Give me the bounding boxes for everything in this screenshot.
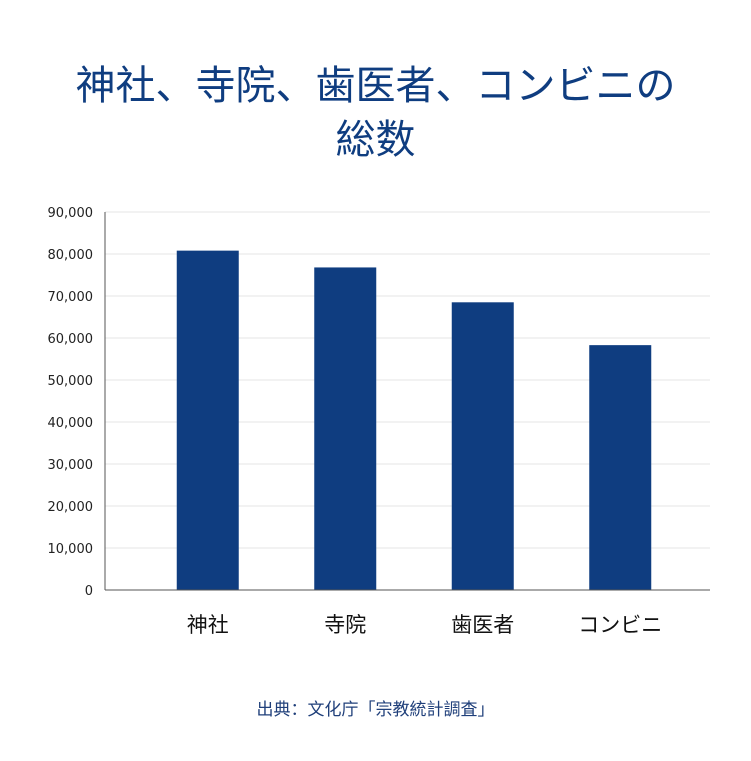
y-tick-label: 10,000 bbox=[48, 542, 94, 557]
chart-title-line-1: 神社、寺院、歯医者、コンビニの bbox=[75, 63, 676, 109]
source-caption: 出典：文化庁「宗教統計調査」 bbox=[256, 700, 495, 720]
y-tick-label: 50,000 bbox=[48, 374, 94, 389]
bar bbox=[451, 302, 514, 590]
x-category-label: 寺院 bbox=[324, 613, 366, 637]
y-tick-label: 70,000 bbox=[48, 290, 94, 305]
y-tick-label: 90,000 bbox=[48, 206, 94, 221]
bar bbox=[589, 345, 652, 590]
x-category-label: 歯医者 bbox=[451, 613, 514, 637]
x-category-label: コンビニ bbox=[578, 613, 662, 637]
chart-title-line-2: 総数 bbox=[335, 117, 416, 163]
y-tick-label: 0 bbox=[85, 584, 93, 599]
y-tick-label: 60,000 bbox=[48, 332, 94, 347]
y-tick-label: 30,000 bbox=[48, 458, 94, 473]
x-category-label: 神社 bbox=[187, 613, 229, 637]
bar bbox=[314, 267, 377, 590]
y-tick-label: 20,000 bbox=[48, 500, 94, 515]
y-tick-label: 40,000 bbox=[48, 416, 94, 431]
bar bbox=[176, 250, 239, 590]
y-tick-label: 80,000 bbox=[48, 248, 94, 263]
